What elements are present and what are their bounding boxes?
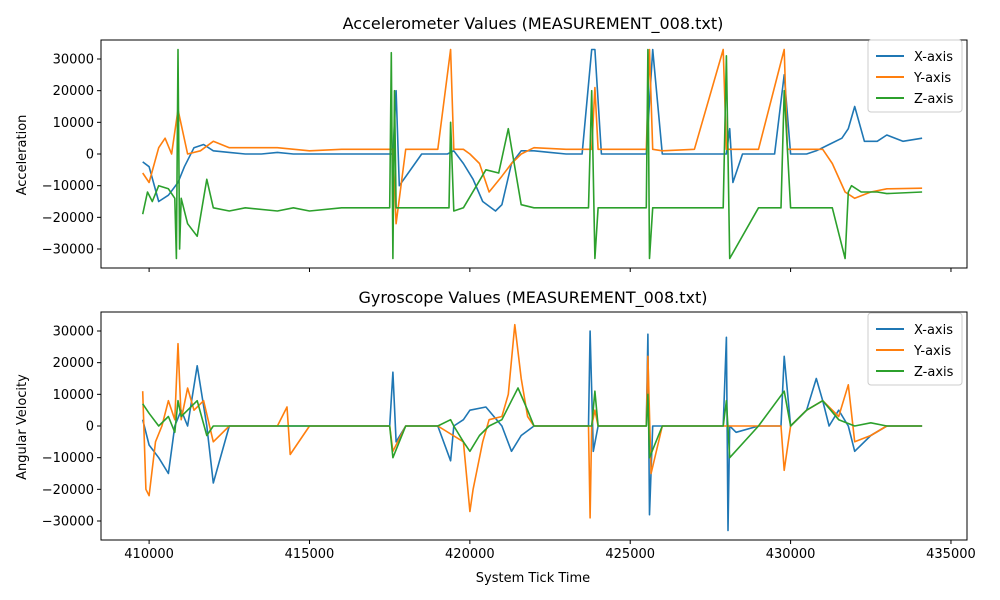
accelerometer-legend-box bbox=[867, 39, 963, 113]
accelerometer-y-tick-label: 30000 bbox=[53, 53, 94, 68]
accelerometer-legend-label-x: X-axis bbox=[914, 50, 953, 65]
gyroscope-x-axis-label: System Tick Time bbox=[476, 571, 590, 586]
accelerometer-legend-label-y: Y-axis bbox=[913, 71, 951, 86]
gyroscope-x-tick-label: 435000 bbox=[926, 547, 976, 562]
accelerometer-series-y-line bbox=[142, 48, 923, 225]
gyroscope-legend-box bbox=[867, 312, 963, 386]
gyroscope-x-tick-label: 415000 bbox=[285, 547, 335, 562]
gyroscope-y-tick-label: 20000 bbox=[53, 356, 94, 371]
accelerometer-y-tick-label: −30000 bbox=[42, 243, 94, 258]
gyroscope-legend-label-x: X-axis bbox=[914, 323, 953, 338]
gyroscope-legend: X-axis Y-axis Z-axis bbox=[867, 312, 963, 386]
gyroscope-y-tick-label: 0 bbox=[86, 420, 94, 435]
gyroscope-panel: Gyroscope Values (MEASUREMENT_008.txt) −… bbox=[15, 288, 976, 586]
gyroscope-legend-label-z: Z-axis bbox=[914, 365, 954, 380]
gyroscope-y-tick-label: −30000 bbox=[42, 515, 94, 530]
gyroscope-y-tick-label: −20000 bbox=[42, 483, 94, 498]
accelerometer-panel: Accelerometer Values (MEASUREMENT_008.tx… bbox=[15, 14, 968, 272]
accelerometer-series-z-line bbox=[141, 48, 923, 260]
gyroscope-x-tick-label: 425000 bbox=[605, 547, 655, 562]
gyroscope-y-axis-label: Angular Velocity bbox=[15, 374, 30, 480]
gyroscope-legend-label-y: Y-axis bbox=[913, 344, 951, 359]
gyroscope-plot-area: −30000 −20000 −10000 0 10000 20000 30000 410000… bbox=[42, 311, 976, 562]
accelerometer-chart-title: Accelerometer Values (MEASUREMENT_008.tx… bbox=[343, 14, 724, 34]
accelerometer-series-x-line bbox=[142, 48, 923, 212]
accelerometer-y-tick-label: 0 bbox=[86, 148, 94, 163]
gyroscope-series-z-line bbox=[142, 387, 923, 459]
accelerometer-y-tick-label: 10000 bbox=[53, 116, 94, 131]
accelerometer-y-tick-label: 20000 bbox=[53, 84, 94, 99]
accelerometer-y-tick-label: −20000 bbox=[42, 211, 94, 226]
gyroscope-x-tick-label: 410000 bbox=[124, 547, 174, 562]
accelerometer-legend-label-z: Z-axis bbox=[914, 92, 954, 107]
accelerometer-y-tick-label: −10000 bbox=[42, 179, 94, 194]
gyroscope-chart-title: Gyroscope Values (MEASUREMENT_008.txt) bbox=[359, 288, 708, 308]
gyroscope-y-tick-label: −10000 bbox=[42, 451, 94, 466]
accelerometer-legend: X-axis Y-axis Z-axis bbox=[867, 39, 963, 113]
gyroscope-x-tick-label: 430000 bbox=[766, 547, 816, 562]
gyroscope-y-tick-label: 30000 bbox=[53, 325, 94, 340]
gyroscope-y-tick-label: 10000 bbox=[53, 388, 94, 403]
gyroscope-series-y-line bbox=[141, 323, 923, 519]
accelerometer-plot-area: −30000 −20000 −10000 0 10000 20000 30000 bbox=[42, 39, 968, 272]
accelerometer-y-axis-label: Acceleration bbox=[15, 115, 30, 196]
gyroscope-x-tick-label: 420000 bbox=[445, 547, 495, 562]
